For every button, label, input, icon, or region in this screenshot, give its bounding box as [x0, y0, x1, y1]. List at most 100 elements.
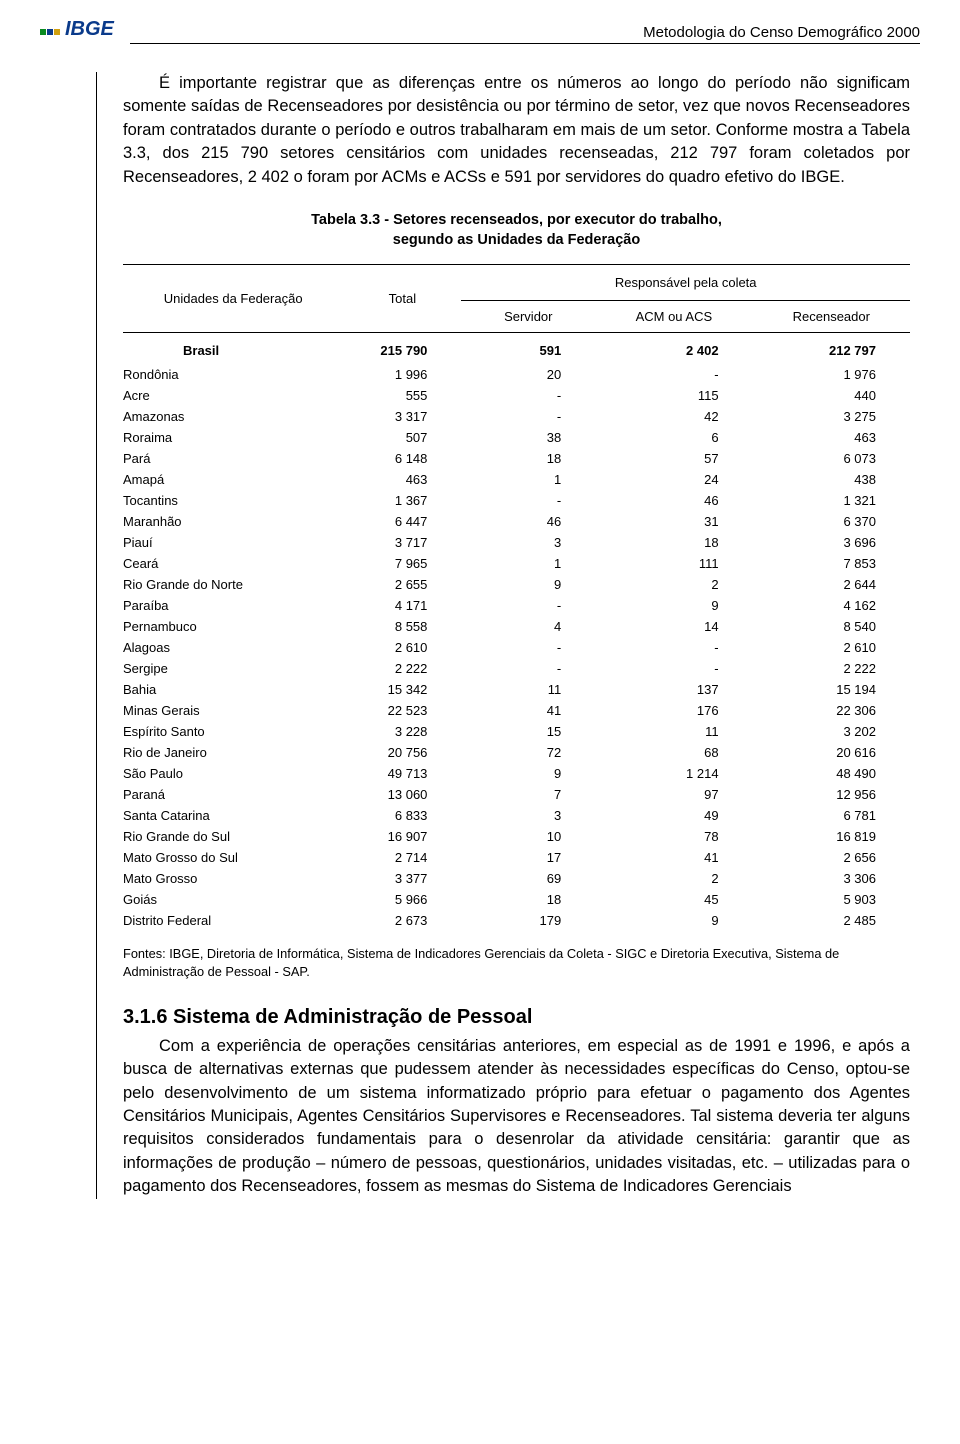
intro-paragraph: É importante registrar que as diferenças…	[123, 72, 910, 189]
table-cell: 111	[595, 553, 752, 574]
table-cell: -	[595, 637, 752, 658]
table-cell: 49	[595, 805, 752, 826]
table-cell: 41	[595, 847, 752, 868]
table-cell: 6 781	[753, 805, 910, 826]
table-cell: 18	[461, 889, 595, 910]
table-cell: 15 194	[753, 679, 910, 700]
ibge-logo: IBGE	[40, 18, 114, 41]
table-cell: 6 833	[343, 805, 461, 826]
table-cell: Brasil	[123, 333, 343, 365]
table-cell: 10	[461, 826, 595, 847]
table-cell: Amazonas	[123, 406, 343, 427]
table-cell: 2 644	[753, 574, 910, 595]
table-row: Amapá463124438	[123, 469, 910, 490]
table-cell: 17	[461, 847, 595, 868]
table-cell: 18	[595, 532, 752, 553]
table-cell: 1	[461, 469, 595, 490]
table-cell: Rio de Janeiro	[123, 742, 343, 763]
table-row: Santa Catarina6 8333496 781	[123, 805, 910, 826]
table-cell: 2 485	[753, 910, 910, 931]
table-cell: Distrito Federal	[123, 910, 343, 931]
content-area: É importante registrar que as diferenças…	[96, 72, 910, 1199]
table-row: Roraima507386463	[123, 427, 910, 448]
table-cell: Alagoas	[123, 637, 343, 658]
table-cell: 15 342	[343, 679, 461, 700]
table-cell: 2 222	[753, 658, 910, 679]
table-cell: 3 202	[753, 721, 910, 742]
table-cell: 9	[461, 763, 595, 784]
data-table: Unidades da Federação Total Responsável …	[123, 264, 910, 931]
table-cell: 7 853	[753, 553, 910, 574]
table-cell: 3 377	[343, 868, 461, 889]
table-cell: 49 713	[343, 763, 461, 784]
table-title-line2: segundo as Unidades da Federação	[393, 232, 640, 248]
table-row: Tocantins1 367-461 321	[123, 490, 910, 511]
table-cell: 3 275	[753, 406, 910, 427]
table-cell: 6 447	[343, 511, 461, 532]
table-cell: Ceará	[123, 553, 343, 574]
table-row: Piauí3 7173183 696	[123, 532, 910, 553]
table-cell: 440	[753, 385, 910, 406]
section-paragraph: Com a experiência de operações censitári…	[123, 1035, 910, 1199]
table-title-line1: Tabela 3.3 - Setores recenseados, por ex…	[311, 212, 722, 228]
table-cell: -	[461, 658, 595, 679]
table-cell: 20 616	[753, 742, 910, 763]
table-cell: 2 222	[343, 658, 461, 679]
table-cell: 3 317	[343, 406, 461, 427]
table-cell: 20 756	[343, 742, 461, 763]
table-cell: Tocantins	[123, 490, 343, 511]
table-cell: 2 402	[595, 333, 752, 365]
table-sources: Fontes: IBGE, Diretoria de Informática, …	[123, 945, 910, 980]
table-row: Mato Grosso do Sul2 71417412 656	[123, 847, 910, 868]
table-row: Paraná13 06079712 956	[123, 784, 910, 805]
table-cell: 46	[595, 490, 752, 511]
table-cell: 9	[461, 574, 595, 595]
table-cell: 5 903	[753, 889, 910, 910]
table-cell: 9	[595, 910, 752, 931]
table-cell: Sergipe	[123, 658, 343, 679]
table-row: Rondônia1 99620-1 976	[123, 364, 910, 385]
table-cell: 1 367	[343, 490, 461, 511]
table-cell: 72	[461, 742, 595, 763]
table-cell: 1 321	[753, 490, 910, 511]
table-cell: 57	[595, 448, 752, 469]
table-row: Rio de Janeiro20 756726820 616	[123, 742, 910, 763]
table-cell: 1 214	[595, 763, 752, 784]
table-row: Pará6 14818576 073	[123, 448, 910, 469]
table-cell: Minas Gerais	[123, 700, 343, 721]
table-cell: 45	[595, 889, 752, 910]
table-cell: 41	[461, 700, 595, 721]
table-cell: Espírito Santo	[123, 721, 343, 742]
table-cell: 3	[461, 805, 595, 826]
table-cell: 24	[595, 469, 752, 490]
table-cell: 2 656	[753, 847, 910, 868]
table-cell: Acre	[123, 385, 343, 406]
table-row: Sergipe2 222--2 222	[123, 658, 910, 679]
table-cell: 115	[595, 385, 752, 406]
table-cell: 215 790	[343, 333, 461, 365]
table-cell: 16 907	[343, 826, 461, 847]
table-cell: 11	[461, 679, 595, 700]
table-cell: -	[595, 364, 752, 385]
table-row: Brasil215 7905912 402212 797	[123, 333, 910, 365]
table-cell: 46	[461, 511, 595, 532]
table-cell: 48 490	[753, 763, 910, 784]
table-cell: Mato Grosso	[123, 868, 343, 889]
table-row: Mato Grosso3 3776923 306	[123, 868, 910, 889]
table-cell: Roraima	[123, 427, 343, 448]
table-row: Bahia15 3421113715 194	[123, 679, 910, 700]
table-row: São Paulo49 71391 21448 490	[123, 763, 910, 784]
table-cell: 9	[595, 595, 752, 616]
table-cell: 2	[595, 574, 752, 595]
table-row: Goiás5 96618455 903	[123, 889, 910, 910]
table-row: Paraíba4 171-94 162	[123, 595, 910, 616]
table-cell: 22 306	[753, 700, 910, 721]
table-row: Amazonas3 317-423 275	[123, 406, 910, 427]
col-total: Total	[343, 265, 461, 333]
table-cell: 2 610	[753, 637, 910, 658]
table-cell: São Paulo	[123, 763, 343, 784]
col-rec: Recenseador	[753, 301, 910, 333]
table-cell: 22 523	[343, 700, 461, 721]
table-cell: 179	[461, 910, 595, 931]
table-cell: 1 996	[343, 364, 461, 385]
